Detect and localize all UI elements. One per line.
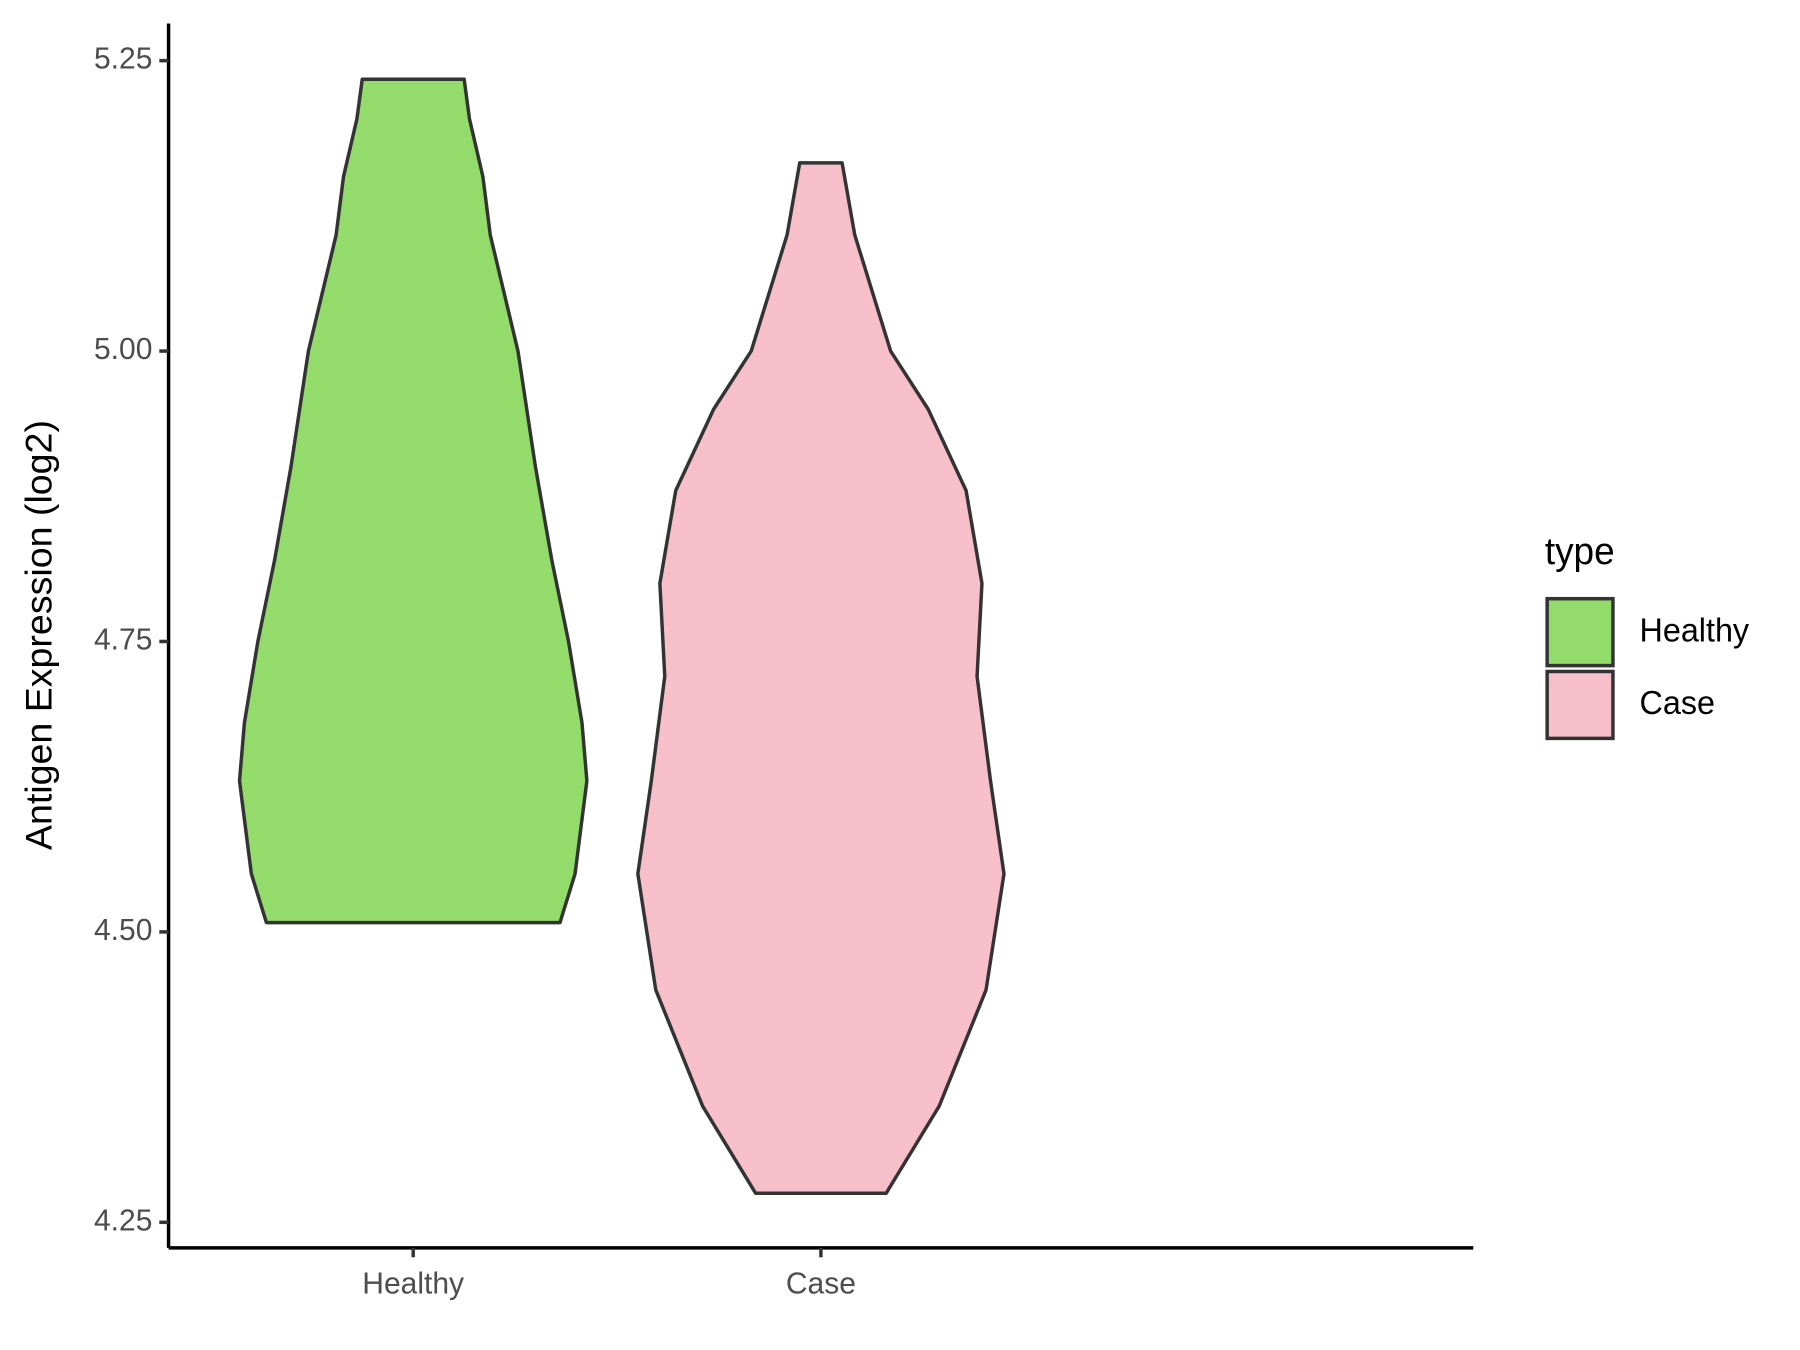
legend-swatch: [1545, 669, 1615, 741]
violin: [636, 161, 1006, 1196]
legend-swatch: [1545, 596, 1615, 668]
y-tick-label: 4.50: [94, 914, 152, 947]
legend-label: Case: [1640, 684, 1715, 721]
x-tick-label: Case: [786, 1267, 856, 1300]
y-tick-label: 5.25: [94, 43, 152, 76]
x-tick-label: Healthy: [362, 1267, 465, 1300]
legend-label: Healthy: [1640, 611, 1750, 648]
legend-title: type: [1545, 530, 1615, 572]
y-tick-label: 4.25: [94, 1204, 152, 1237]
violin: [237, 77, 589, 925]
y-tick-label: 4.75: [94, 623, 152, 656]
y-axis-title: Antigen Expression (log2): [18, 420, 60, 850]
y-tick-label: 5.00: [94, 333, 152, 366]
